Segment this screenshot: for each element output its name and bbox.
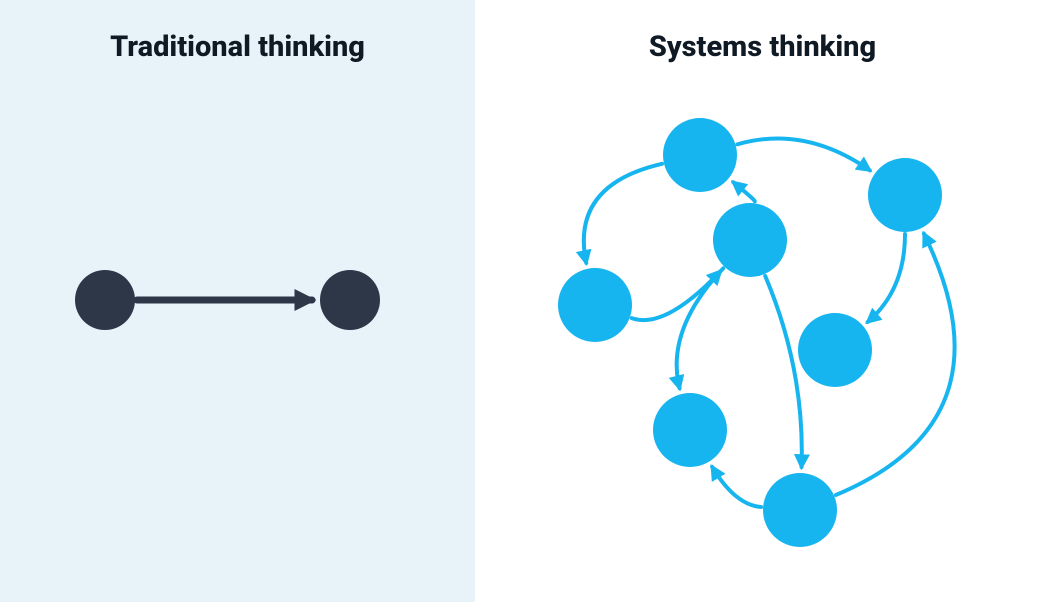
- edge: [868, 234, 905, 322]
- edge: [677, 268, 724, 388]
- edge: [712, 467, 761, 507]
- node: [320, 270, 380, 330]
- edge: [733, 182, 755, 201]
- diagram-container: Traditional thinking Systems thinking: [0, 0, 1050, 602]
- node: [75, 270, 135, 330]
- systems-diagram: [475, 0, 1050, 602]
- node: [558, 268, 632, 342]
- edge: [632, 271, 721, 320]
- traditional-diagram: [0, 0, 475, 602]
- traditional-thinking-panel: Traditional thinking: [0, 0, 475, 602]
- systems-thinking-panel: Systems thinking: [475, 0, 1050, 602]
- edge: [765, 276, 802, 467]
- node: [798, 313, 872, 387]
- edge: [584, 164, 662, 263]
- node: [763, 473, 837, 547]
- node: [653, 393, 727, 467]
- node: [713, 203, 787, 277]
- node: [663, 118, 737, 192]
- edge: [737, 139, 869, 171]
- node: [868, 158, 942, 232]
